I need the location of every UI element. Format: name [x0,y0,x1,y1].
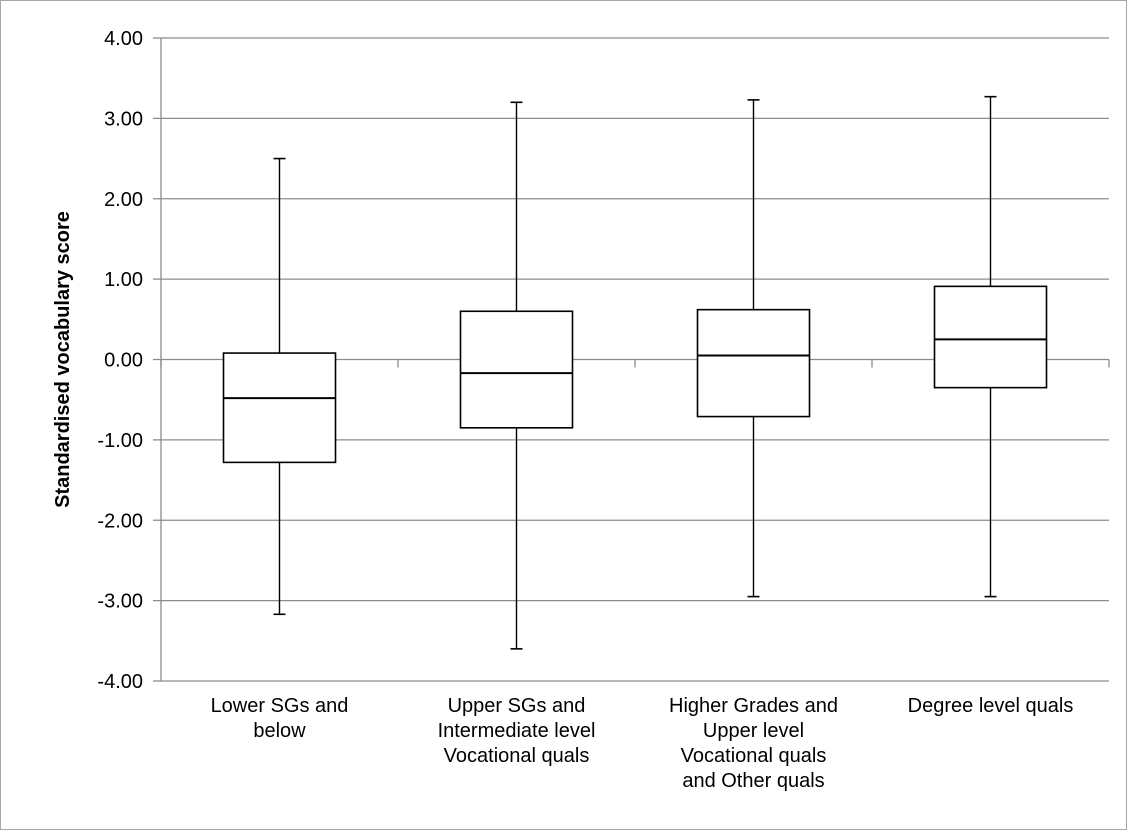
y-tick-label-0: 4.00 [104,28,143,50]
y-tick-label-4: 0.00 [104,350,143,372]
category-label-1: Lower SGs and below [211,695,349,742]
category-label-line: and Other quals [682,770,824,792]
y-tick-label-7: -3.00 [97,591,143,613]
y-tick-label-8: -4.00 [97,671,143,693]
box-1 [222,157,337,616]
box-4 [933,95,1048,598]
labels: 4.00 3.00 2.00 1.00 0.00 -1.00 -2.00 -3.00 -4.00… [52,28,1073,792]
category-label-line: Upper SGs and [448,695,586,717]
category-label-line: Vocational quals [681,745,827,767]
category-label-3: Higher Grades and Upper level Vocational q… [669,695,838,792]
boxes [222,95,1048,650]
category-label-line: Lower SGs and [211,695,349,717]
iqr-box-4 [933,285,1048,389]
category-label-4: Degree level quals [908,695,1074,717]
y-axis-label: Standardised vocabulary score [52,211,74,508]
box-3 [696,99,811,598]
category-label-line: below [253,720,306,742]
category-label-line: Upper level [703,720,804,742]
y-tick-label-1: 3.00 [104,108,143,130]
category-label-2: Upper SGs and Intermediate level Vocationa… [438,695,596,767]
box-2 [459,101,574,650]
iqr-box-1 [222,352,337,464]
category-label-line: Degree level quals [908,695,1074,717]
category-label-line: Intermediate level [438,720,596,742]
iqr-box-3 [696,308,811,418]
y-tick-label-6: -2.00 [97,510,143,532]
category-label-line: Vocational quals [444,745,590,767]
y-tick-label-2: 2.00 [104,189,143,211]
category-label-line: Higher Grades and [669,695,838,717]
iqr-box-2 [459,310,574,429]
y-tick-label-3: 1.00 [104,269,143,291]
y-tick-label-5: -1.00 [97,430,143,452]
